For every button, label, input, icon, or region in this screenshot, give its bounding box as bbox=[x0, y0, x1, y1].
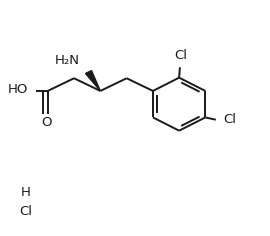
Text: Cl: Cl bbox=[19, 205, 32, 218]
Polygon shape bbox=[86, 71, 100, 91]
Text: HO: HO bbox=[8, 83, 28, 96]
Text: Cl: Cl bbox=[224, 113, 237, 126]
Text: O: O bbox=[41, 116, 52, 129]
Text: H: H bbox=[20, 186, 30, 199]
Text: H₂N: H₂N bbox=[54, 54, 79, 67]
Text: Cl: Cl bbox=[174, 49, 187, 62]
